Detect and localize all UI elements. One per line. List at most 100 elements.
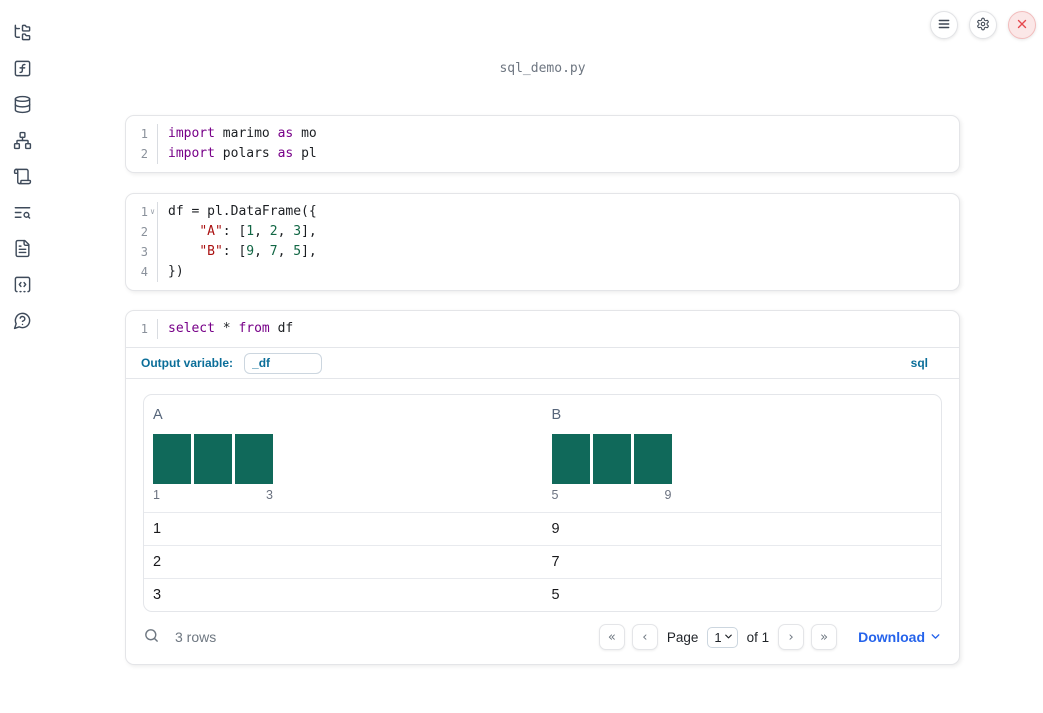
scroll-icon — [13, 167, 32, 189]
sidebar-item-logs[interactable] — [13, 204, 32, 223]
row-count: 3 rows — [175, 629, 217, 645]
output-variable-row: Output variable: sql — [126, 348, 959, 379]
sidebar-item-outline[interactable] — [13, 168, 32, 187]
histogram-min-label: 1 — [153, 488, 160, 502]
code-text: }) — [168, 264, 184, 279]
next-page-button[interactable]: › — [778, 624, 805, 650]
sidebar-item-variables[interactable] — [13, 60, 32, 79]
sidebar-item-file-explorer[interactable] — [13, 24, 32, 43]
settings-button[interactable] — [969, 11, 997, 39]
table-cell: 1 — [153, 521, 162, 537]
histogram-bar — [153, 434, 191, 484]
code-line[interactable]: 2 import polars as pl — [126, 144, 959, 164]
sidebar-item-documentation[interactable] — [13, 239, 32, 261]
line-number: 1 — [126, 124, 158, 144]
code-text: select * from df — [168, 321, 294, 336]
histogram-bar — [235, 434, 273, 484]
menu-button[interactable] — [930, 11, 958, 39]
line-number: 2 — [126, 144, 158, 164]
code-line[interactable]: 4}) — [126, 262, 959, 282]
line-number: 2 — [126, 222, 158, 242]
code-editor[interactable]: 1 ∨ df = pl.DataFrame({2 "A": [1, 2, 3], 3 … — [126, 194, 959, 290]
prev-page-button[interactable]: ‹ — [631, 624, 658, 650]
sql-cell: 1 select * from df Output variable: sql A… — [125, 310, 960, 665]
sidebar-item-help[interactable] — [13, 312, 32, 331]
sql-code-editor[interactable]: 1 select * from df — [126, 311, 959, 348]
code-line[interactable]: 2 "A": [1, 2, 3], — [126, 222, 959, 242]
sidebar-item-dependencies[interactable] — [13, 131, 32, 153]
gear-icon — [976, 17, 990, 34]
table-footer: 3 rows « ‹ Page 1 of 1 › » Download — [143, 612, 942, 650]
database-icon — [13, 95, 32, 117]
code-line[interactable]: 1 import marimo as mo — [126, 124, 959, 144]
code-text: "A": [1, 2, 3], — [199, 224, 317, 239]
chevrons-left-icon: « — [607, 629, 616, 645]
histogram-bar — [633, 434, 672, 484]
fold-caret-icon[interactable]: ∨ — [150, 207, 155, 216]
language-badge: sql — [910, 356, 928, 370]
column-name: A — [153, 407, 163, 423]
search-button[interactable] — [143, 627, 160, 647]
table-cell: 2 — [153, 554, 162, 570]
list-search-icon — [13, 203, 32, 225]
line-number: 4 — [126, 262, 158, 282]
notebook: sql_demo.py 1 import marimo as mo 2 import … — [125, 0, 960, 713]
code-line[interactable]: 3 "B": [9, 7, 5], — [126, 242, 959, 262]
search-icon — [143, 627, 160, 647]
histogram-max-label: 3 — [266, 488, 273, 502]
output-variable-input[interactable] — [244, 352, 323, 374]
code-square-icon — [13, 275, 32, 297]
chevrons-right-icon: » — [820, 629, 829, 645]
function-square-icon — [13, 59, 32, 81]
table-cell: 5 — [551, 587, 560, 603]
code-text: import marimo as mo — [168, 126, 317, 141]
sidebar-item-datasources[interactable] — [13, 95, 32, 117]
close-button[interactable] — [1008, 11, 1036, 39]
output-variable-label: Output variable: — [141, 356, 234, 370]
code-editor[interactable]: 1 import marimo as mo 2 import polars as pl — [126, 116, 959, 172]
code-line[interactable]: 1 ∨ df = pl.DataFrame({ — [126, 202, 959, 222]
chevron-right-icon: › — [788, 629, 794, 645]
code-line[interactable]: 1 select * from df — [126, 319, 959, 339]
code-text: import polars as pl — [168, 146, 317, 161]
menu-icon — [937, 17, 951, 34]
last-page-button[interactable]: » — [811, 624, 838, 650]
line-number: 1 ∨ — [126, 202, 158, 222]
notebook-filename: sql_demo.py — [499, 61, 586, 76]
histogram-bar — [551, 434, 590, 484]
histogram-max-label: 9 — [664, 488, 672, 502]
close-icon — [1015, 17, 1029, 34]
pagination: « ‹ Page 1 of 1 › » Download — [598, 624, 942, 650]
chevron-down-icon — [929, 628, 942, 646]
table-cell: 3 — [153, 587, 162, 603]
column-histogram — [551, 434, 933, 484]
sidebar-item-snippets[interactable] — [13, 276, 32, 295]
histogram-bar — [194, 434, 232, 484]
page-label: Page — [666, 629, 699, 645]
network-icon — [13, 131, 32, 153]
download-button[interactable]: Download — [858, 628, 942, 646]
document-icon — [13, 239, 32, 261]
page-select-value: 1 — [714, 629, 722, 645]
chevron-left-icon: ‹ — [642, 629, 648, 645]
line-number: 3 — [126, 242, 158, 262]
help-circle-icon — [13, 311, 32, 333]
code-cell-dataframe: 1 ∨ df = pl.DataFrame({2 "A": [1, 2, 3], 3 … — [125, 193, 960, 291]
code-text: df = pl.DataFrame({ — [168, 204, 317, 219]
column-name: B — [551, 407, 562, 423]
file-tree-icon — [13, 23, 32, 45]
topbar — [930, 11, 1036, 39]
chevron-down-icon — [723, 630, 734, 645]
histogram-min-label: 5 — [551, 488, 559, 502]
page-select[interactable]: 1 — [707, 626, 738, 648]
first-page-button[interactable]: « — [598, 624, 625, 650]
